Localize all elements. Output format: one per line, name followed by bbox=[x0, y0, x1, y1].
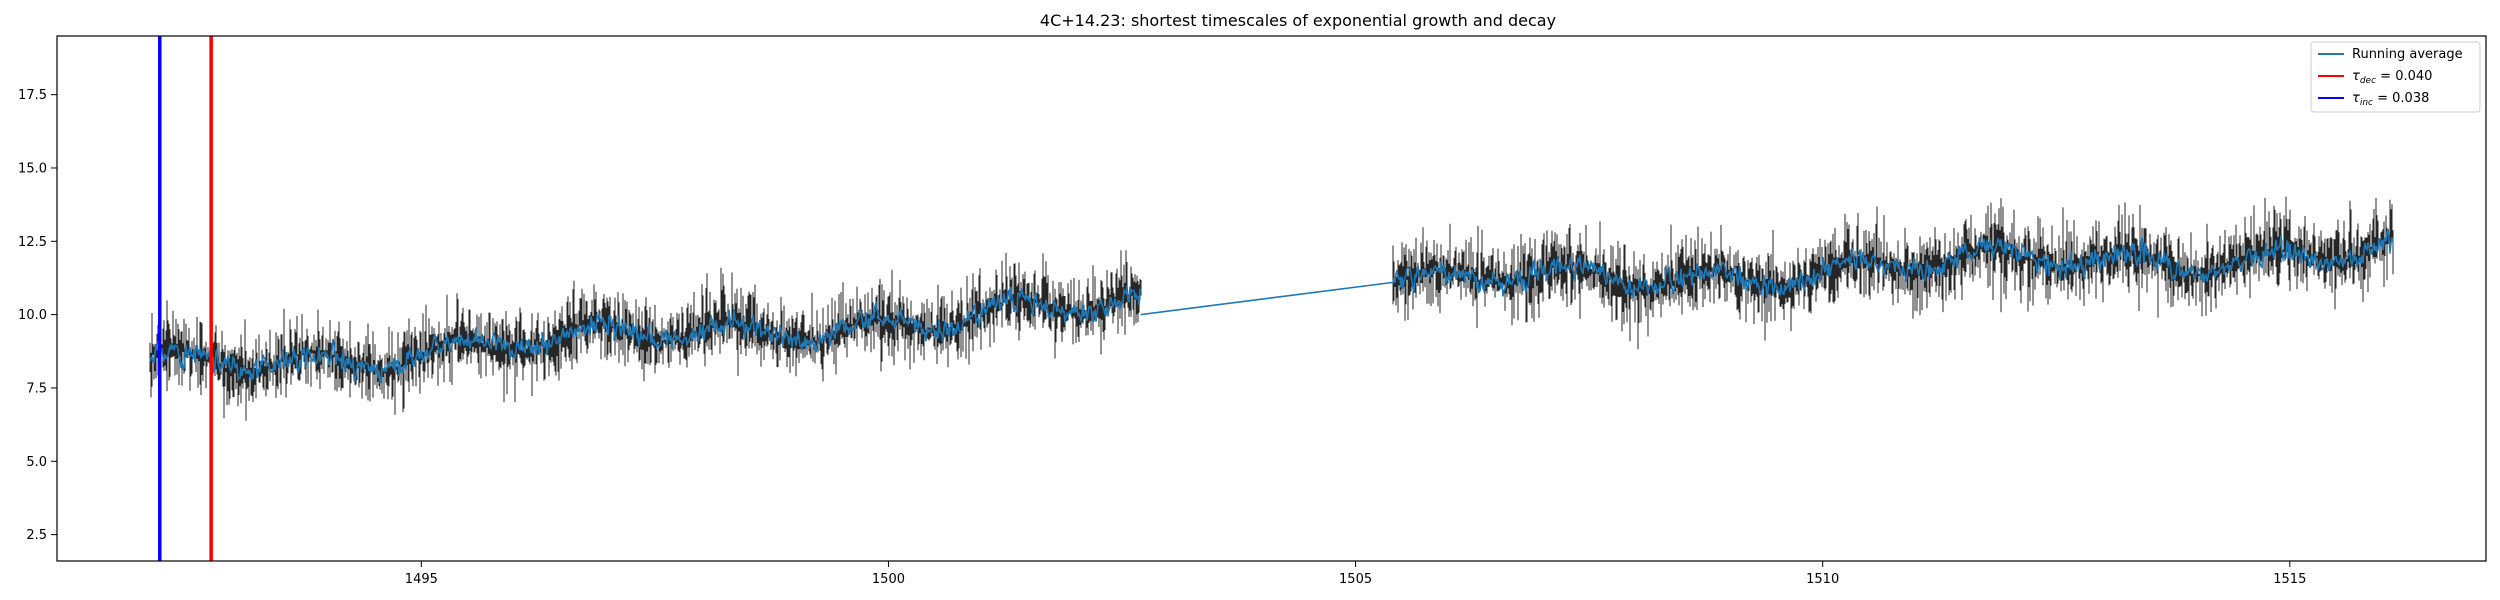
legend-label-tau-dec: τdec = 0.040 bbox=[2352, 69, 2432, 86]
y-tick-label: 10.0 bbox=[18, 308, 47, 323]
legend-box bbox=[2310, 41, 2481, 113]
y-tick-label: 5.0 bbox=[26, 455, 47, 470]
chart-title: 4C+14.23: shortest timescales of exponen… bbox=[1040, 11, 1556, 30]
running-average-segment-2 bbox=[1392, 228, 2394, 298]
legend-label-running-average: Running average bbox=[2352, 47, 2463, 62]
x-tick-label: 1505 bbox=[1339, 572, 1372, 587]
legend: Running average τdec = 0.040 τinc = 0.03… bbox=[2310, 41, 2481, 113]
legend-tau-dec-value: = 0.040 bbox=[2376, 69, 2432, 84]
legend-tau-inc-value: = 0.038 bbox=[2373, 91, 2429, 106]
running-average-segment-1 bbox=[149, 285, 1142, 384]
x-axis: 1495 1500 1505 1510 1515 bbox=[405, 561, 2306, 587]
legend-label-tau-inc: τinc = 0.038 bbox=[2352, 91, 2429, 108]
legend-tau-dec-symbol: τ bbox=[2352, 69, 2360, 84]
legend-tau-inc-symbol: τ bbox=[2352, 91, 2360, 106]
y-tick-label: 2.5 bbox=[26, 528, 47, 543]
x-tick-label: 1495 bbox=[405, 572, 438, 587]
raw-data-segment-1 bbox=[149, 250, 1142, 421]
running-average-gap-bridge bbox=[1140, 281, 1394, 316]
plot-frame bbox=[56, 35, 2487, 562]
y-tick-label: 7.5 bbox=[26, 381, 47, 396]
x-tick-label: 1515 bbox=[2273, 572, 2306, 587]
legend-tau-inc-subscript: inc bbox=[2360, 98, 2373, 108]
y-tick-label: 15.0 bbox=[18, 161, 47, 176]
x-tick-label: 1510 bbox=[1806, 572, 1839, 587]
y-tick-label: 12.5 bbox=[18, 235, 47, 250]
y-tick-label: 17.5 bbox=[18, 88, 47, 103]
legend-tau-dec-subscript: dec bbox=[2360, 76, 2376, 86]
x-tick-label: 1500 bbox=[872, 572, 905, 587]
y-axis: 2.5 5.0 7.5 10.0 12.5 15.0 17.5 bbox=[18, 88, 57, 543]
plot-area bbox=[149, 196, 2394, 421]
vertical-markers bbox=[158, 36, 213, 561]
